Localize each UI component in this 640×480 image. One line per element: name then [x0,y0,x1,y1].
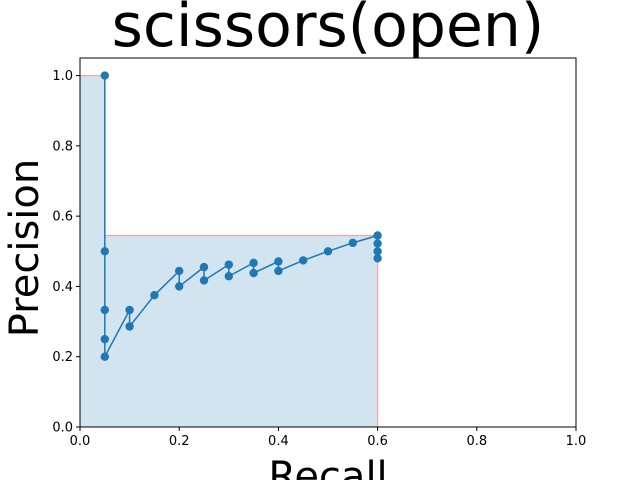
plot-area: 0.0 0.2 0.4 0.6 0.8 1.0 0.0 0.2 0.4 0.6 0.8 1.0 [52,57,587,449]
x-tick-label: 0.2 [169,434,190,449]
x-axis-label: Recall [268,454,387,480]
data-point [373,239,382,248]
data-point [299,256,308,265]
data-point [373,231,382,240]
y-tick-label: 0.0 [52,421,73,436]
data-point [373,254,382,263]
data-point [100,352,110,361]
data-point [274,257,283,266]
y-tick-label: 0.8 [52,139,73,154]
y-tick-label: 0.6 [52,210,73,225]
x-tick-label: 0.8 [466,434,487,449]
data-point [224,260,233,269]
data-point [224,272,233,281]
data-point [125,322,134,331]
data-point [348,238,357,248]
data-point [199,262,209,272]
data-point [150,291,159,300]
chart-title: scissors(open) [112,0,545,61]
y-tick-label: 0.2 [52,350,73,365]
data-point [249,268,258,278]
area-fill [80,75,378,428]
x-tick-label: 1.0 [566,434,587,449]
data-point [100,71,110,80]
x-tick-label: 0.0 [70,434,91,449]
data-point [199,276,209,285]
axes-frame [79,57,577,428]
data-point [249,258,258,268]
data-point [175,282,184,291]
y-tick-label: 1.0 [52,69,73,84]
y-axis-label: Precision [2,159,48,337]
y-tick-label: 0.4 [52,280,73,295]
x-tick-label: 0.6 [367,434,388,449]
data-point [100,305,110,315]
data-point [125,305,134,315]
data-point [100,247,110,256]
data-point [323,247,333,256]
data-point [373,247,382,256]
data-point [175,266,184,276]
data-point [100,334,110,344]
data-point [274,266,283,276]
x-tick-label: 0.4 [268,434,289,449]
